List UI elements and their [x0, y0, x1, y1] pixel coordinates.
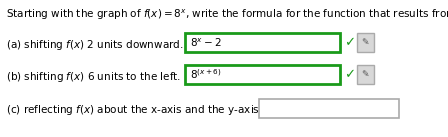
Bar	[185, 33, 340, 52]
Text: ✎: ✎	[361, 70, 369, 79]
Text: ✎: ✎	[361, 38, 369, 47]
Text: (b) shifting $f(x)$ 6 units to the left.  $y$ =: (b) shifting $f(x)$ 6 units to the left.…	[6, 70, 206, 84]
Bar	[357, 65, 374, 84]
Bar	[259, 99, 399, 118]
Bar	[185, 65, 340, 84]
Bar	[357, 33, 374, 52]
Text: ✓: ✓	[344, 36, 355, 49]
Text: (c) reflecting $f(x)$ about the x-axis and the y-axis.  $y$ =: (c) reflecting $f(x)$ about the x-axis a…	[6, 103, 287, 117]
Text: $8^x - 2$: $8^x - 2$	[190, 36, 222, 49]
Text: Starting with the graph of $f(x) = 8^x$, write the formula for the function that: Starting with the graph of $f(x) = 8^x$,…	[6, 8, 448, 22]
Text: ✓: ✓	[344, 68, 355, 81]
Text: $8^{(x+6)}$: $8^{(x+6)}$	[190, 68, 222, 81]
Text: (a) shifting $f(x)$ 2 units downward.  $y$ =: (a) shifting $f(x)$ 2 units downward. $y…	[6, 38, 208, 52]
